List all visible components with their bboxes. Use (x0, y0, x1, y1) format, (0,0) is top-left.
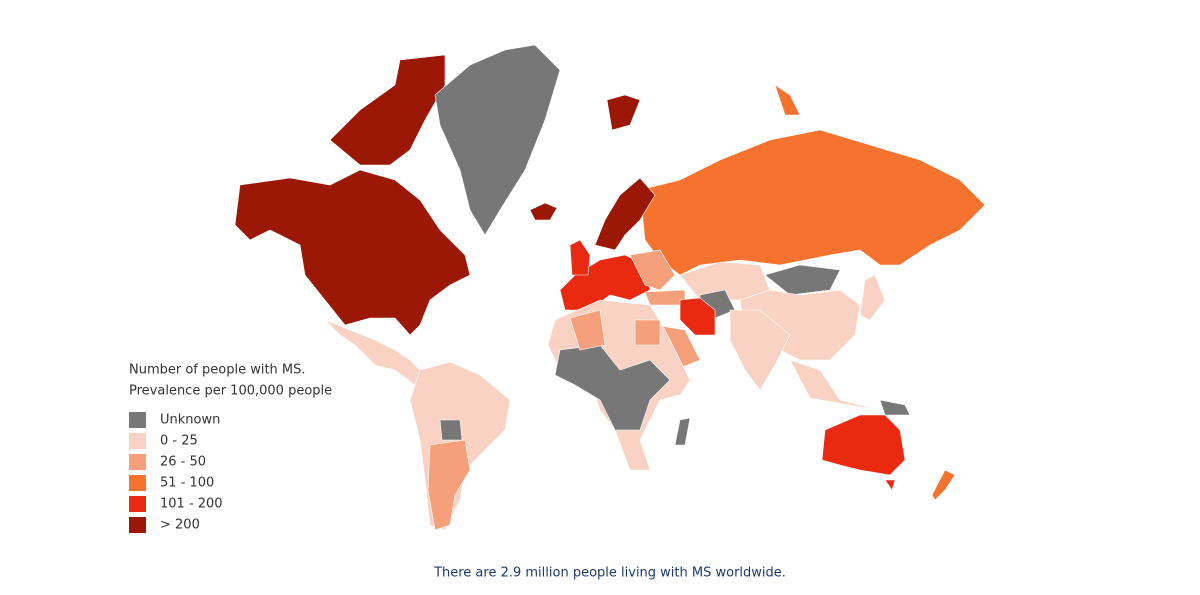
region (569, 309, 606, 351)
caption: There are 2.9 million people living with… (433, 566, 786, 581)
legend-title: Number of people with MS. (129, 363, 306, 378)
legend-title: Prevalence per 100,000 people (129, 384, 332, 399)
region (634, 319, 661, 346)
region (674, 417, 691, 446)
region (606, 94, 641, 131)
region (679, 297, 716, 336)
region (569, 239, 591, 276)
region (729, 309, 791, 391)
region (427, 439, 471, 531)
region (434, 44, 561, 236)
region (789, 359, 881, 411)
region (821, 414, 906, 476)
legend-swatch (129, 496, 146, 512)
legend-label: Unknown (160, 413, 220, 428)
region (931, 469, 956, 501)
legend-swatch (129, 412, 146, 428)
map (234, 44, 986, 531)
legend-label: 51 - 100 (160, 476, 214, 491)
region (884, 479, 896, 491)
legend-label: > 200 (160, 518, 200, 533)
region (439, 419, 463, 441)
legend-swatch (129, 517, 146, 533)
legend-label: 0 - 25 (160, 434, 198, 449)
region (639, 129, 986, 276)
region (774, 84, 801, 116)
region (329, 54, 446, 166)
region (529, 202, 558, 221)
legend: Number of people with MS. Prevalence per … (129, 363, 332, 533)
legend-label: 101 - 200 (160, 497, 223, 512)
region (879, 399, 911, 416)
region (594, 177, 656, 251)
legend-label: 26 - 50 (160, 455, 206, 470)
region (554, 344, 671, 431)
region (859, 274, 886, 321)
legend-swatch (129, 475, 146, 491)
region (629, 249, 676, 291)
region (764, 264, 841, 296)
legend-swatch (129, 454, 146, 470)
region (234, 169, 471, 336)
region (644, 289, 686, 306)
legend-swatch (129, 433, 146, 449)
